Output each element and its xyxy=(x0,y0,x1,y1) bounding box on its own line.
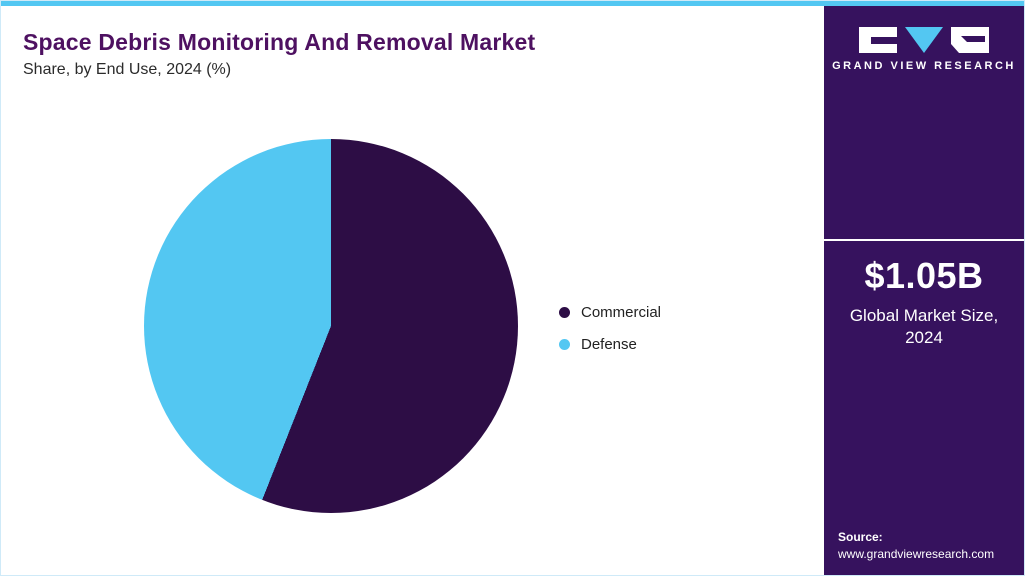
legend-item-commercial: Commercial xyxy=(559,304,661,321)
source-url-link[interactable]: www.grandviewresearch.com xyxy=(838,547,995,561)
source-label: Source: xyxy=(838,530,883,544)
page-title: Space Debris Monitoring And Removal Mark… xyxy=(23,29,536,55)
market-size-divider xyxy=(824,239,1024,241)
brand-name: GRAND VIEW RESEARCH xyxy=(832,60,1016,72)
defense-legend-dot-icon xyxy=(559,339,570,350)
market-size-value: $1.05B xyxy=(864,255,984,296)
pie-chart xyxy=(144,139,518,513)
legend-item-defense: Defense xyxy=(559,336,661,353)
market-size-block: $1.05B Global Market Size, 2024 xyxy=(824,239,1024,349)
market-size-label: Global Market Size, 2024 xyxy=(849,306,999,348)
gvr-logo: GRAND VIEW RESEARCH xyxy=(824,27,1024,72)
page-subtitle: Share, by End Use, 2024 (%) xyxy=(23,61,232,78)
brand-sidebar: GRAND VIEW RESEARCH $1.05B Global Market… xyxy=(824,1,1024,575)
commercial-legend-dot-icon xyxy=(559,307,570,318)
gvr-logo-icon xyxy=(859,27,989,53)
chart-panel: Space Debris Monitoring And Removal Mark… xyxy=(1,1,826,575)
legend-label: Defense xyxy=(581,336,637,353)
top-accent-bar xyxy=(1,1,1024,6)
source-block: Source: www.grandviewresearch.com xyxy=(838,530,994,561)
legend-label: Commercial xyxy=(581,304,662,321)
chart-legend: Commercial Defense xyxy=(559,304,661,353)
